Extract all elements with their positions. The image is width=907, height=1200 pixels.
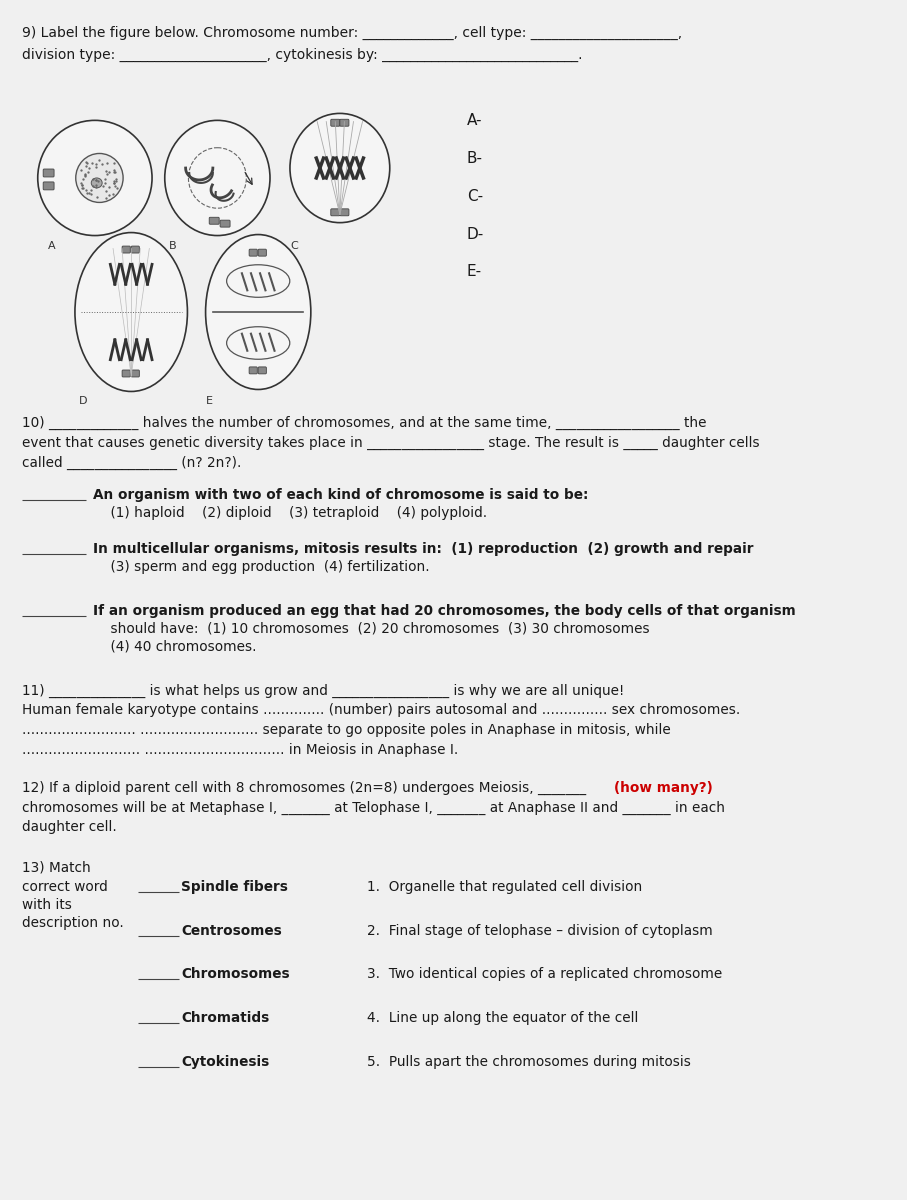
Text: E-: E- bbox=[467, 264, 482, 280]
Text: C-: C- bbox=[467, 188, 483, 204]
Text: B: B bbox=[170, 240, 177, 251]
FancyBboxPatch shape bbox=[44, 169, 54, 176]
Text: Chromosomes: Chromosomes bbox=[181, 967, 289, 982]
Text: .......................... ........................... separate to go opposite p: .......................... .............… bbox=[23, 724, 671, 737]
Text: 2.  Final stage of telophase – division of cytoplasm: 2. Final stage of telophase – division o… bbox=[367, 924, 713, 937]
Text: 12) If a diploid parent cell with 8 chromosomes (2n=8) undergoes Meiosis, ______: 12) If a diploid parent cell with 8 chro… bbox=[23, 781, 587, 794]
Text: with its: with its bbox=[23, 898, 73, 912]
Text: (4) 40 chromosomes.: (4) 40 chromosomes. bbox=[93, 640, 257, 654]
Text: (how many?): (how many?) bbox=[614, 781, 713, 794]
Ellipse shape bbox=[290, 114, 390, 223]
FancyBboxPatch shape bbox=[258, 367, 267, 374]
Text: C: C bbox=[291, 240, 298, 251]
Text: A: A bbox=[48, 240, 55, 251]
Text: chromosomes will be at Metaphase I, _______ at Telophase I, _______ at Anaphase : chromosomes will be at Metaphase I, ____… bbox=[23, 800, 726, 815]
Text: event that causes genetic diversity takes place in _________________ stage. The : event that causes genetic diversity take… bbox=[23, 436, 760, 450]
Text: description no.: description no. bbox=[23, 916, 124, 930]
Text: 9) Label the figure below. Chromosome number: _____________, cell type: ________: 9) Label the figure below. Chromosome nu… bbox=[23, 26, 682, 40]
Text: If an organism produced an egg that had 20 chromosomes, the body cells of that o: If an organism produced an egg that had … bbox=[93, 604, 795, 618]
FancyBboxPatch shape bbox=[258, 250, 267, 256]
FancyBboxPatch shape bbox=[340, 209, 349, 216]
Text: called ________________ (n? 2n?).: called ________________ (n? 2n?). bbox=[23, 456, 241, 470]
Text: 5.  Pulls apart the chromosomes during mitosis: 5. Pulls apart the chromosomes during mi… bbox=[367, 1055, 691, 1069]
FancyBboxPatch shape bbox=[331, 209, 340, 216]
Text: correct word: correct word bbox=[23, 880, 108, 894]
Text: D: D bbox=[79, 396, 87, 407]
Text: should have:  (1) 10 chromosomes  (2) 20 chromosomes  (3) 30 chromosomes: should have: (1) 10 chromosomes (2) 20 c… bbox=[93, 622, 649, 636]
Ellipse shape bbox=[206, 234, 311, 390]
FancyBboxPatch shape bbox=[249, 250, 258, 256]
Text: 3.  Two identical copies of a replicated chromosome: 3. Two identical copies of a replicated … bbox=[367, 967, 722, 982]
Text: 4.  Line up along the equator of the cell: 4. Line up along the equator of the cell bbox=[367, 1012, 639, 1025]
Text: daughter cell.: daughter cell. bbox=[23, 821, 117, 834]
Text: B-: B- bbox=[467, 151, 483, 166]
FancyBboxPatch shape bbox=[220, 220, 230, 227]
Ellipse shape bbox=[75, 233, 188, 391]
Text: Centrosomes: Centrosomes bbox=[181, 924, 282, 937]
Text: (3) sperm and egg production  (4) fertilization.: (3) sperm and egg production (4) fertili… bbox=[93, 560, 430, 575]
Text: In multicellular organisms, mitosis results in:  (1) reproduction  (2) growth an: In multicellular organisms, mitosis resu… bbox=[93, 542, 754, 557]
Text: Chromatids: Chromatids bbox=[181, 1012, 269, 1025]
Text: 10) _____________ halves the number of chromosomes, and at the same time, ______: 10) _____________ halves the number of c… bbox=[23, 416, 707, 431]
Text: Spindle fibers: Spindle fibers bbox=[181, 880, 288, 894]
Text: (1) haploid    (2) diploid    (3) tetraploid    (4) polyploid.: (1) haploid (2) diploid (3) tetraploid (… bbox=[93, 505, 487, 520]
Ellipse shape bbox=[92, 178, 102, 188]
Text: Human female karyotype contains .............. (number) pairs autosomal and ....: Human female karyotype contains ........… bbox=[23, 703, 740, 718]
Text: 1.  Organelle that regulated cell division: 1. Organelle that regulated cell divisio… bbox=[367, 880, 642, 894]
Text: E: E bbox=[206, 396, 212, 407]
Text: An organism with two of each kind of chromosome is said to be:: An organism with two of each kind of chr… bbox=[93, 487, 589, 502]
Text: 11) ______________ is what helps us grow and _________________ is why we are all: 11) ______________ is what helps us grow… bbox=[23, 684, 625, 697]
FancyBboxPatch shape bbox=[210, 217, 219, 224]
FancyBboxPatch shape bbox=[340, 119, 349, 126]
Ellipse shape bbox=[76, 154, 123, 203]
Ellipse shape bbox=[38, 120, 152, 235]
Text: 13) Match: 13) Match bbox=[23, 860, 91, 874]
Text: ........................... ................................ in Meiosis in Anaph: ........................... ............… bbox=[23, 743, 459, 757]
Ellipse shape bbox=[165, 120, 270, 235]
FancyBboxPatch shape bbox=[132, 370, 140, 377]
Text: Cytokinesis: Cytokinesis bbox=[181, 1055, 269, 1069]
FancyBboxPatch shape bbox=[122, 246, 131, 253]
FancyBboxPatch shape bbox=[122, 370, 131, 377]
Text: D-: D- bbox=[467, 227, 484, 241]
Text: A-: A- bbox=[467, 114, 483, 128]
FancyBboxPatch shape bbox=[132, 246, 140, 253]
FancyBboxPatch shape bbox=[249, 367, 258, 374]
FancyBboxPatch shape bbox=[44, 182, 54, 190]
Text: division type: _____________________, cytokinesis by: __________________________: division type: _____________________, cy… bbox=[23, 48, 583, 62]
FancyBboxPatch shape bbox=[331, 119, 340, 126]
